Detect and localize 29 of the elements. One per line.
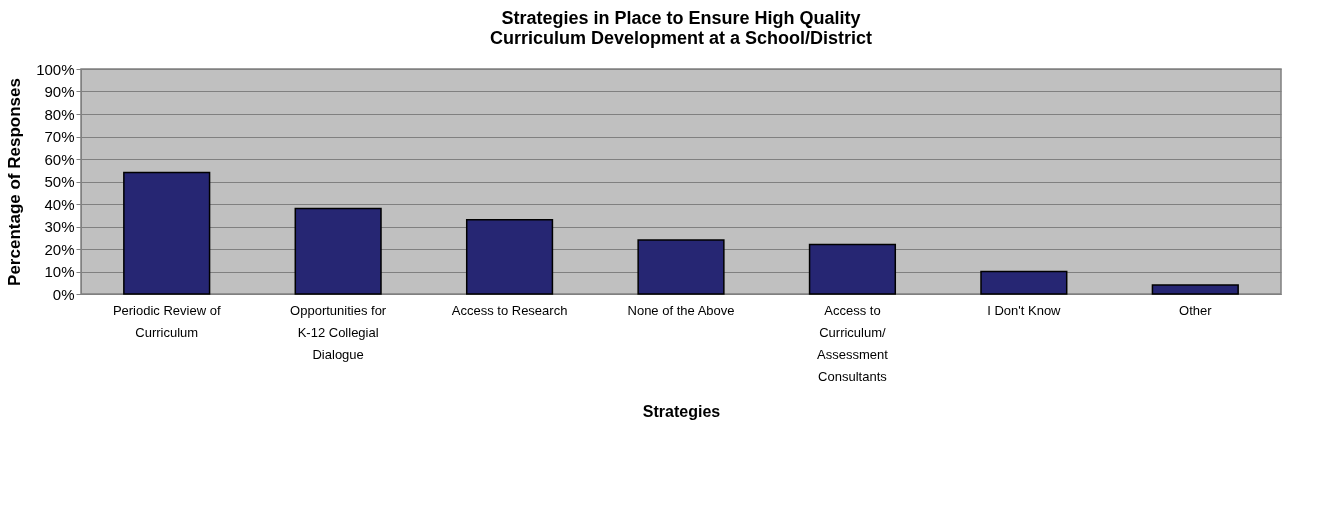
x-tick-label: Access to Research [451,302,568,318]
x-tick-label: Opportunities for K-12 Collegial Dialogue [290,302,387,362]
x-axis-title: Strategies [642,402,721,420]
bar [637,239,725,295]
bar [465,219,554,295]
x-tick-label: I Don't Know [987,302,1062,318]
bar [1151,284,1239,295]
y-tick-label: 60% [44,150,75,168]
y-axis-title: Percentage of Responses [5,78,25,286]
y-tick-label: 30% [44,218,75,235]
y-tick-label: 80% [44,105,75,123]
y-tick-label: 20% [44,240,75,258]
y-tick-label: 90% [44,83,75,100]
text: Curriculum Development at a School/District [489,28,873,48]
x-tick-label: None of the Above [627,302,735,318]
x-tick-label: Periodic Review of Curriculum [112,302,221,340]
bar [980,270,1068,295]
bar [294,207,382,295]
y-tick-label: 50% [44,173,75,190]
y-tick-label: 0% [52,285,75,303]
text: Strategies in Place to Ensure High Quality [501,8,861,28]
y-tick-label: 70% [44,128,75,145]
y-tick-label: 40% [44,195,75,213]
x-tick-label: Access to Curriculum/ Assessment Consultants [817,302,889,384]
bar [123,171,211,295]
x-tick-label: Other [1179,302,1213,318]
bar [808,243,897,295]
y-tick-label: 10% [44,263,75,280]
y-tick-label: 100% [36,60,75,78]
